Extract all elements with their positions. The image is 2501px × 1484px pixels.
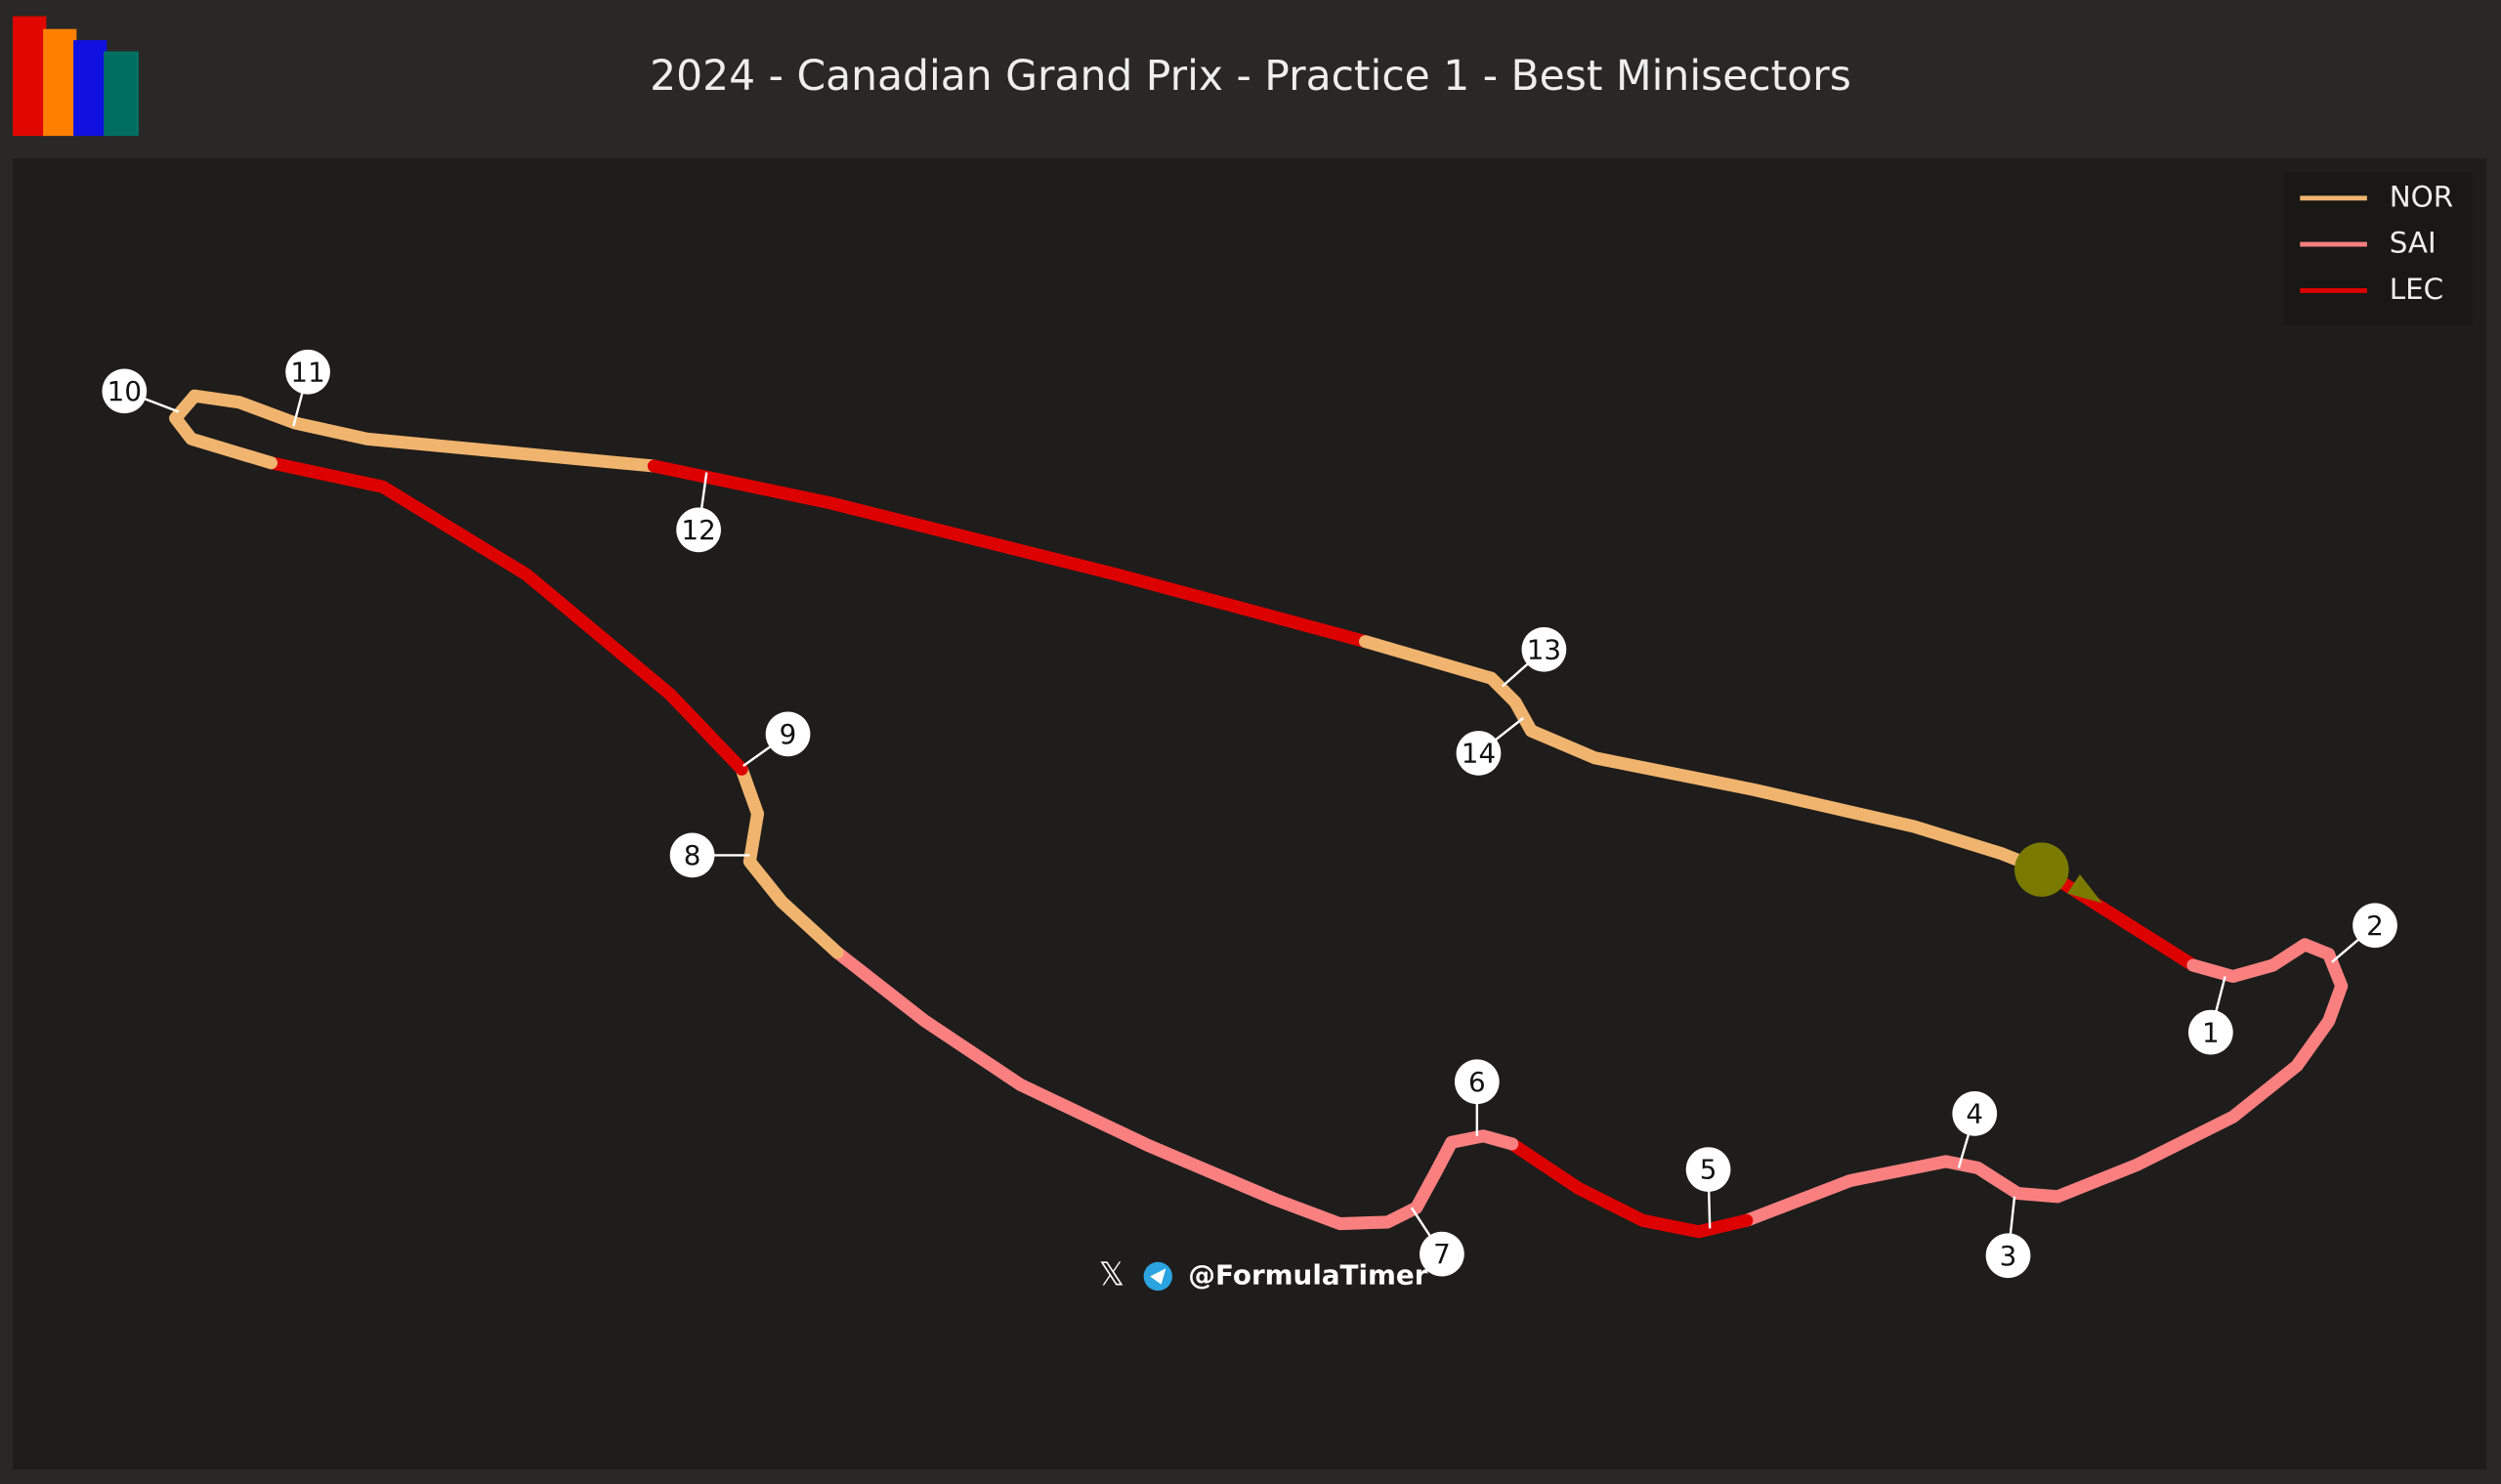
corner-marker [1685, 1147, 1731, 1192]
corner-label: 5 [1700, 1154, 1717, 1186]
corner-marker [2188, 1009, 2233, 1055]
legend-label: SAI [2390, 227, 2437, 260]
watermark-text: @FormulaTimer [1188, 1258, 1427, 1291]
track-segment [2035, 863, 2200, 972]
corner-label: 3 [2000, 1240, 2017, 1272]
direction-arrow [2066, 874, 2102, 904]
corner-label: 8 [684, 839, 701, 871]
track-segment [735, 762, 844, 959]
corner-marker [765, 711, 811, 757]
track-segment [1505, 1137, 1754, 1239]
corner-label: 11 [290, 356, 324, 388]
legend-label: LEC [2390, 273, 2443, 306]
corner-label: 13 [1527, 633, 1561, 665]
track-segment [830, 946, 1519, 1231]
corner-marker [285, 349, 330, 395]
corner-marker [669, 832, 715, 878]
legend-label: NOR [2390, 180, 2454, 213]
corner-label: 14 [1462, 738, 1496, 770]
track-segment [647, 459, 1373, 649]
track-segment [265, 456, 748, 776]
track-segment [1359, 635, 2049, 876]
track-segment [169, 389, 660, 473]
track [169, 389, 2349, 1239]
corner-marker [1985, 1233, 2031, 1279]
corner-label: 6 [1468, 1066, 1486, 1098]
corner-label: 1 [2202, 1016, 2220, 1048]
chart-title: 2024 - Canadian Grand Prix - Practice 1 … [650, 53, 1851, 101]
track-segment [1740, 938, 2349, 1227]
corner-label: 2 [2366, 910, 2384, 942]
watermark: 𝕏 @FormulaTimer [1099, 1255, 1428, 1293]
corner-marker [1456, 731, 1502, 776]
corner-label: 4 [1966, 1098, 1983, 1130]
corner-marker [676, 507, 721, 553]
logo [13, 16, 140, 137]
corner-marker [1952, 1091, 1998, 1136]
corner-label: 12 [681, 514, 715, 546]
svg-text:𝕏: 𝕏 [1099, 1255, 1124, 1293]
plot-area [13, 157, 2487, 1469]
corner-marker [102, 368, 148, 414]
start-marker [2014, 842, 2069, 897]
corner-label: 9 [780, 718, 797, 750]
corner-marker [1521, 626, 1567, 672]
corner-marker [1420, 1231, 1464, 1277]
corner-label: 10 [107, 375, 142, 407]
corner-marker [2353, 903, 2397, 949]
corner-label: 7 [1433, 1238, 1451, 1270]
corner-marker [1454, 1059, 1500, 1105]
